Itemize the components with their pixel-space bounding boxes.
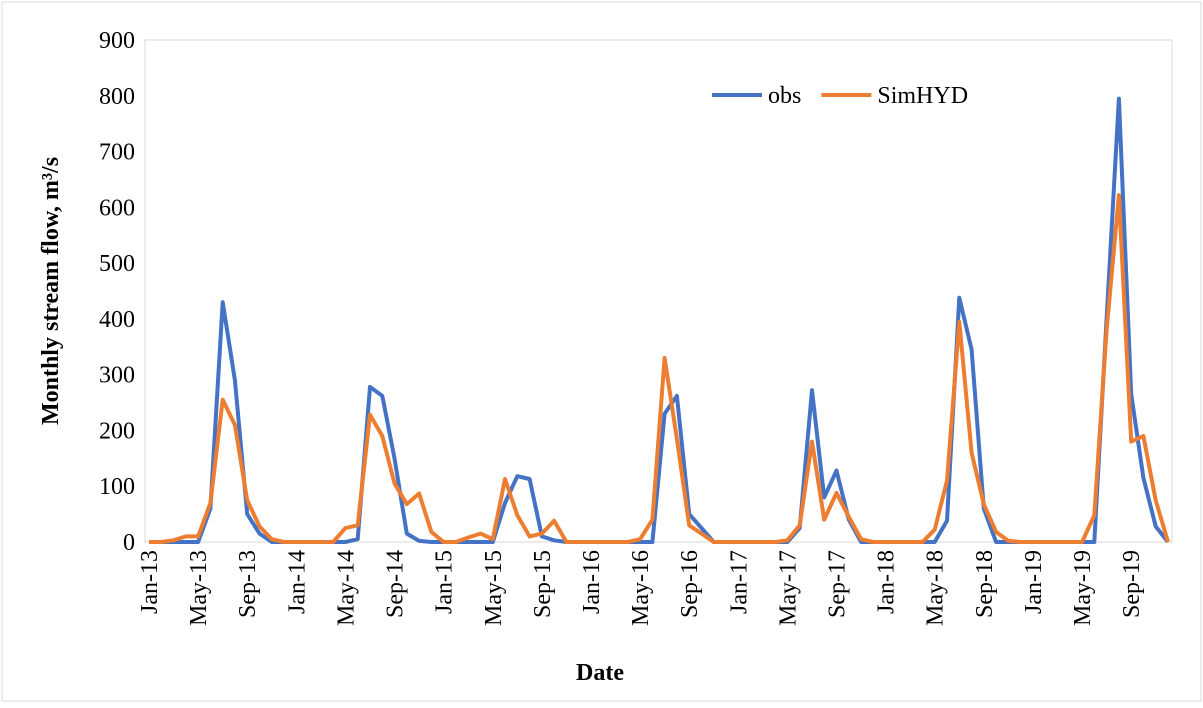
- y-axis-title: Monthly stream flow, m³/s: [38, 157, 64, 425]
- x-tick-label: May-16: [628, 550, 654, 626]
- x-tick-label: Jan-13: [137, 550, 163, 614]
- plot-area: [144, 39, 1173, 543]
- x-tick-label: May-13: [186, 550, 212, 626]
- x-tick-label: Sep-14: [383, 550, 409, 618]
- x-tick-label: Jan-16: [579, 550, 605, 614]
- y-tick-label: 600: [99, 195, 135, 221]
- x-tick-label: Sep-16: [677, 550, 703, 618]
- x-tick-label: May-19: [1070, 550, 1096, 626]
- y-tick-label: 800: [99, 84, 135, 110]
- x-tick-label: May-14: [333, 550, 359, 626]
- x-tick-label: Jan-19: [1021, 550, 1047, 614]
- y-tick-label: 900: [99, 28, 135, 54]
- x-tick-label: May-18: [923, 550, 949, 626]
- x-tick-label: Jan-17: [726, 550, 752, 614]
- y-tick-label: 500: [99, 251, 135, 277]
- x-axis-title: Date: [576, 660, 624, 686]
- x-tick-label: Jan-14: [284, 550, 310, 614]
- legend-label: SimHYD: [877, 83, 968, 109]
- x-tick-label: Sep-13: [235, 550, 261, 618]
- y-tick-label: 300: [99, 363, 135, 389]
- x-tick-label: Sep-18: [972, 550, 998, 618]
- y-tick-label: 200: [99, 418, 135, 444]
- x-tick-label: Jan-15: [432, 550, 458, 614]
- x-tick-label: May-15: [481, 550, 507, 626]
- legend-label: obs: [768, 83, 801, 109]
- y-tick-label: 0: [123, 530, 135, 556]
- y-tick-label: 100: [99, 474, 135, 500]
- y-tick-label: 700: [99, 140, 135, 166]
- x-tick-label: Sep-19: [1119, 550, 1145, 618]
- x-tick-label: Sep-15: [530, 550, 556, 618]
- x-tick-label: Jan-18: [874, 550, 900, 614]
- y-tick-label: 400: [99, 307, 135, 333]
- x-tick-label: May-17: [775, 550, 801, 626]
- series-line: [149, 193, 1170, 544]
- x-tick-label: Sep-17: [825, 550, 851, 618]
